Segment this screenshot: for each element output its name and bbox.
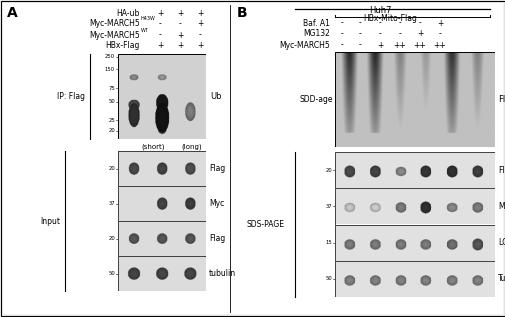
Text: -: -: [378, 18, 381, 28]
Text: 50: 50: [325, 276, 331, 281]
Text: Flag: Flag: [497, 95, 505, 104]
Text: +: +: [176, 30, 183, 40]
Text: Myc-MARCH5: Myc-MARCH5: [89, 30, 140, 40]
Text: -: -: [340, 41, 343, 49]
Text: 20: 20: [108, 166, 115, 171]
Text: 20: 20: [108, 128, 115, 133]
Text: 150: 150: [105, 67, 115, 72]
Text: -: -: [158, 20, 161, 29]
Text: WT: WT: [140, 28, 148, 33]
Text: 25: 25: [108, 118, 115, 123]
Text: -: -: [358, 29, 361, 38]
Text: Flag: Flag: [209, 164, 225, 173]
Text: 37: 37: [325, 204, 331, 209]
Text: +: +: [176, 9, 183, 17]
Text: Tubulin: Tubulin: [497, 275, 505, 283]
Text: Myc: Myc: [497, 202, 505, 211]
Text: -: -: [398, 18, 400, 28]
Text: +: +: [416, 29, 422, 38]
Text: -: -: [198, 30, 201, 40]
Text: 75: 75: [108, 86, 115, 90]
Text: (long): (long): [180, 143, 201, 150]
Text: Ub: Ub: [210, 92, 221, 101]
Text: +: +: [157, 42, 163, 50]
Text: -: -: [340, 18, 343, 28]
Text: 50: 50: [108, 99, 115, 104]
Text: 50: 50: [108, 271, 115, 276]
Text: -: -: [358, 41, 361, 49]
Text: Flag: Flag: [497, 165, 505, 175]
Text: -: -: [358, 18, 361, 28]
Text: HA-ub: HA-ub: [116, 9, 140, 17]
Text: ++: ++: [413, 41, 426, 49]
Text: Baf. A1: Baf. A1: [302, 18, 329, 28]
Text: +: +: [196, 20, 203, 29]
Text: Myc-MARCH5: Myc-MARCH5: [89, 20, 140, 29]
Text: HBx-Mito-Flag: HBx-Mito-Flag: [363, 14, 416, 23]
Text: -: -: [178, 20, 181, 29]
Text: MG132: MG132: [302, 29, 329, 38]
Text: Myc: Myc: [209, 199, 224, 208]
Text: B: B: [236, 6, 247, 20]
Text: 20: 20: [325, 168, 331, 173]
Text: +: +: [176, 42, 183, 50]
Text: (short): (short): [141, 143, 165, 150]
Text: 250: 250: [105, 54, 115, 59]
Text: Input: Input: [40, 217, 60, 225]
Text: tubulin: tubulin: [209, 269, 236, 278]
Text: +: +: [157, 9, 163, 17]
Text: -: -: [418, 18, 421, 28]
Text: Myc-MARCH5: Myc-MARCH5: [279, 41, 329, 49]
Text: ++: ++: [393, 41, 406, 49]
Text: +: +: [196, 9, 203, 17]
Text: +: +: [376, 41, 382, 49]
Text: -: -: [438, 29, 440, 38]
Text: LC3: LC3: [497, 238, 505, 247]
Text: ++: ++: [433, 41, 445, 49]
Text: A: A: [7, 6, 18, 20]
Text: 37: 37: [108, 201, 115, 206]
Text: SDD-age: SDD-age: [299, 95, 332, 104]
Text: 20: 20: [108, 236, 115, 241]
Text: -: -: [158, 30, 161, 40]
Text: Huh7: Huh7: [368, 6, 390, 15]
Text: -: -: [378, 29, 381, 38]
Text: -: -: [398, 29, 400, 38]
Text: 15: 15: [325, 240, 331, 245]
Text: IP: Flag: IP: Flag: [57, 92, 85, 101]
Text: H43W: H43W: [140, 16, 155, 22]
Text: +: +: [196, 42, 203, 50]
Text: -: -: [340, 29, 343, 38]
Text: SDS-PAGE: SDS-PAGE: [246, 220, 284, 229]
Text: +: +: [436, 18, 442, 28]
Text: Flag: Flag: [209, 234, 225, 243]
Text: HBx-Flag: HBx-Flag: [106, 42, 140, 50]
